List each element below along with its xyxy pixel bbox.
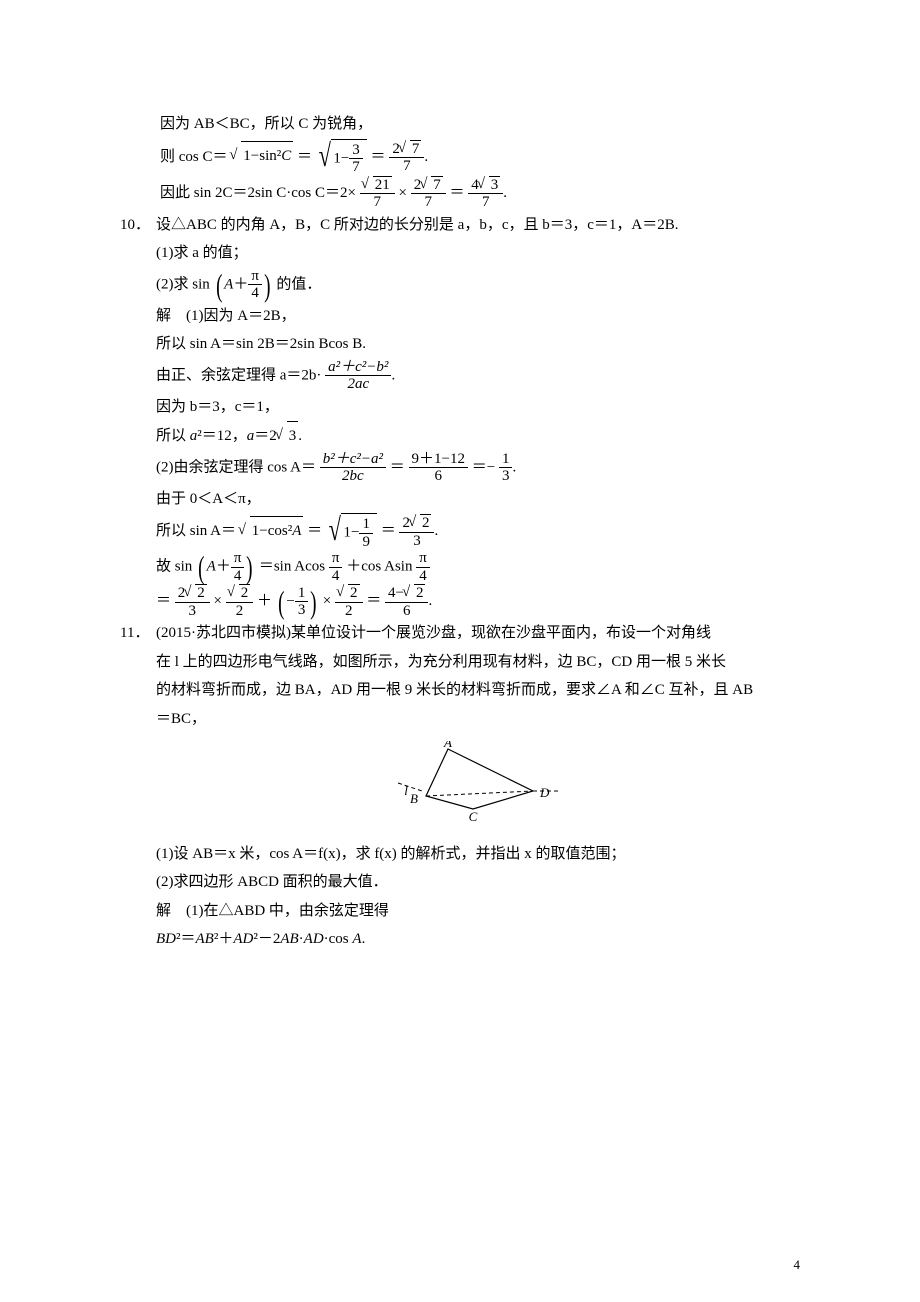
- text: (2)求 sin: [156, 276, 210, 292]
- diagram-label-a: A: [443, 741, 452, 750]
- question-number: 11．: [120, 619, 156, 954]
- equals: ＝: [297, 148, 312, 164]
- sqrt-expr: 1−sin²C: [231, 141, 293, 171]
- solution-line: (2)由余弦定理得 cos A＝ b²＋c²−a²2bc ＝ 9＋1−126 ＝…: [156, 451, 800, 485]
- sqrt-expr: 1−cos²A: [240, 516, 304, 546]
- fraction: 22: [226, 584, 254, 619]
- equals: ＝: [366, 593, 381, 609]
- text: ＝sin Acos: [259, 558, 329, 574]
- solution-line: 所以 sin A＝ 1−cos²A ＝ √ 1−19 ＝ 223.: [156, 513, 800, 550]
- period: .: [428, 593, 432, 609]
- text: 1−: [343, 524, 359, 540]
- big-sqrt: √ 1−19: [326, 513, 377, 550]
- diagram-label-b: B: [410, 791, 418, 806]
- solution-line: 解 (1)在△ABD 中，由余弦定理得: [156, 897, 800, 926]
- fraction: 437: [468, 176, 503, 211]
- fraction: 277: [389, 140, 424, 175]
- fraction: 223: [175, 584, 210, 619]
- times: ×: [398, 184, 406, 200]
- stem-line: (2015·苏北四市模拟)某单位设计一个展览沙盘，现欲在沙盘平面内，布设一个对角…: [156, 619, 800, 648]
- fraction: a²＋c²−b²2ac: [325, 359, 391, 393]
- sub-q2: (2)求四边形 ABCD 面积的最大值．: [156, 868, 800, 897]
- equals: ＝−: [472, 459, 495, 475]
- text: 的值．: [276, 276, 321, 292]
- sub-q2: (2)求 sin ( A＋π4 ) 的值．: [156, 268, 800, 302]
- times: ×: [214, 593, 222, 609]
- equals: ＝: [449, 184, 464, 200]
- stem-line: ＝BC，: [156, 705, 800, 734]
- solution-line: 故 sin ( A＋π4 ) ＝sin Acos π4 ＋cos Asin π4: [156, 550, 800, 584]
- period: .: [424, 148, 428, 164]
- stem-line: 的材料弯折而成，边 BA，AD 用一根 9 米长的材料弯折而成，要求∠A 和∠C…: [156, 676, 800, 705]
- fraction: π4: [329, 550, 343, 584]
- period: .: [512, 459, 516, 475]
- solution-line: 因为 b＝3，c＝1，: [156, 393, 800, 422]
- solution-line: 因此 sin 2C＝2sin C·cos C＝2× 217 × 277 ＝ 43…: [160, 176, 800, 211]
- period: .: [503, 184, 507, 200]
- plus: ＋: [257, 593, 272, 609]
- text: (2)由余弦定理得 cos A＝: [156, 459, 316, 475]
- fraction: 223: [399, 514, 434, 549]
- text: 由正、余弦定理得 a＝2b·: [156, 367, 321, 383]
- fraction: 9＋1−126: [409, 451, 468, 485]
- stem: 设△ABC 的内角 A，B，C 所对边的长分别是 a，b，c，且 b＝3，c＝1…: [156, 211, 800, 240]
- geometry-diagram: A B C D l: [156, 741, 800, 832]
- parentheses: ( −13 ): [276, 585, 319, 619]
- text: 则 cos C＝: [160, 148, 228, 164]
- fraction: π4: [416, 550, 430, 584]
- parentheses: ( A＋π4 ): [214, 268, 273, 302]
- text: ＋cos Asin: [346, 558, 416, 574]
- parentheses: ( A＋π4 ): [196, 550, 255, 584]
- equals: ＝: [371, 148, 386, 164]
- diagram-label-d: D: [539, 785, 550, 800]
- solution-line: 由于 0＜A＜π，: [156, 485, 800, 514]
- page-number: 4: [794, 1253, 801, 1278]
- question-11: 11． (2015·苏北四市模拟)某单位设计一个展览沙盘，现欲在沙盘平面内，布设…: [120, 619, 800, 954]
- equals: ＝: [307, 523, 322, 539]
- text: 1−: [333, 150, 349, 166]
- solution-line: 解 (1)因为 A＝2B，: [156, 302, 800, 331]
- text: 故 sin: [156, 558, 192, 574]
- solution-line: 由正、余弦定理得 a＝2b· a²＋c²−b²2ac.: [156, 359, 800, 393]
- page: 因为 AB＜BC，所以 C 为锐角， 则 cos C＝ 1−sin²C ＝ √ …: [0, 0, 920, 1302]
- solution-line: ＝ 223 × 22 ＋ ( −13 ) × 22 ＝ 4−26.: [156, 584, 800, 619]
- times: ×: [323, 593, 331, 609]
- diagram-label-c: C: [469, 809, 478, 821]
- diagram-label-l: l: [404, 783, 408, 798]
- stem-line: 在 l 上的四边形电气线路，如图所示，为充分利用现有材料，边 BC，CD 用一根…: [156, 648, 800, 677]
- period: .: [391, 367, 395, 383]
- question-number: 10．: [120, 211, 156, 620]
- fraction: b²＋c²−a²2bc: [320, 451, 386, 485]
- text: 因此 sin 2C＝2sin C·cos C＝2×: [160, 184, 356, 200]
- equals: ＝: [381, 523, 396, 539]
- sub-q1: (1)求 a 的值；: [156, 239, 800, 268]
- solution-line: 因为 AB＜BC，所以 C 为锐角，: [160, 110, 800, 139]
- fraction: 277: [411, 176, 446, 211]
- period: .: [434, 523, 438, 539]
- equals: ＝: [390, 459, 405, 475]
- solution-line: 则 cos C＝ 1−sin²C ＝ √ 1−37 ＝ 277.: [160, 139, 800, 176]
- sub-q1: (1)设 AB＝x 米，cos A＝f(x)，求 f(x) 的解析式，并指出 x…: [156, 840, 800, 869]
- big-sqrt: √ 1−37: [316, 139, 367, 176]
- fraction: 217: [360, 176, 395, 211]
- fraction: 4−26: [385, 584, 428, 619]
- fraction: 22: [335, 584, 363, 619]
- equals: ＝: [156, 593, 171, 609]
- solution-line: 所以 sin A＝sin 2B＝2sin Bcos B.: [156, 330, 800, 359]
- solution-line: 所以 a²＝12，a＝23.: [156, 421, 800, 451]
- solution-line: BD²＝AB²＋AD²－2AB·AD·cos A.: [156, 925, 800, 954]
- fraction: 13: [499, 451, 513, 485]
- text: 所以 sin A＝: [156, 523, 236, 539]
- question-10: 10． 设△ABC 的内角 A，B，C 所对边的长分别是 a，b，c，且 b＝3…: [120, 211, 800, 620]
